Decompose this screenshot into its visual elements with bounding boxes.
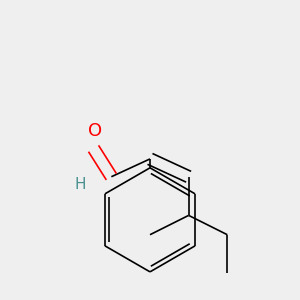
Text: O: O [88,122,102,140]
Text: H: H [75,177,86,192]
